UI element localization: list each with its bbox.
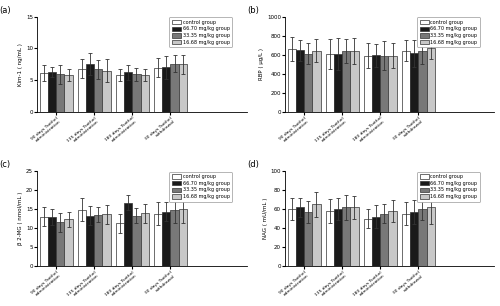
Bar bbox=[296, 50, 304, 112]
Bar bbox=[350, 207, 358, 266]
Bar bbox=[410, 53, 418, 112]
Bar bbox=[296, 207, 304, 266]
Bar bbox=[154, 214, 162, 266]
Bar bbox=[40, 217, 48, 266]
Bar bbox=[48, 73, 56, 112]
Bar bbox=[132, 74, 140, 112]
Bar bbox=[40, 73, 48, 112]
Bar bbox=[342, 51, 350, 112]
Bar bbox=[364, 218, 372, 266]
Bar bbox=[312, 204, 320, 266]
Bar bbox=[388, 211, 396, 266]
Bar bbox=[162, 212, 170, 266]
Bar bbox=[102, 214, 110, 266]
Bar bbox=[334, 209, 342, 266]
Text: (d): (d) bbox=[248, 160, 260, 169]
Y-axis label: β 2-MG ( nmol/mL ): β 2-MG ( nmol/mL ) bbox=[18, 192, 24, 245]
Bar bbox=[140, 213, 148, 266]
Bar bbox=[380, 56, 388, 112]
Legend: control group, 66.70 mg/kg group, 33.35 mg/kg group, 16.68 mg/kg group: control group, 66.70 mg/kg group, 33.35 … bbox=[418, 17, 480, 47]
Bar bbox=[94, 69, 102, 112]
Y-axis label: RBP ( μg/L ): RBP ( μg/L ) bbox=[259, 48, 264, 80]
Bar bbox=[418, 209, 426, 266]
Bar bbox=[154, 68, 162, 112]
Bar bbox=[56, 222, 64, 266]
Bar bbox=[326, 54, 334, 112]
Bar bbox=[304, 54, 312, 112]
Bar bbox=[78, 69, 86, 112]
Bar bbox=[162, 67, 170, 112]
Bar bbox=[388, 56, 396, 112]
Bar bbox=[102, 70, 110, 112]
Bar bbox=[312, 51, 320, 112]
Y-axis label: Kim-1 ( ng/mL ): Kim-1 ( ng/mL ) bbox=[18, 43, 24, 86]
Bar bbox=[372, 55, 380, 112]
Bar bbox=[178, 210, 186, 266]
Bar bbox=[64, 75, 72, 112]
Text: (a): (a) bbox=[0, 6, 11, 15]
Bar bbox=[350, 51, 358, 112]
Bar bbox=[116, 223, 124, 266]
Bar bbox=[304, 212, 312, 266]
Y-axis label: NAG ( mU/mL ): NAG ( mU/mL ) bbox=[262, 198, 268, 239]
Bar bbox=[342, 207, 350, 266]
Text: (b): (b) bbox=[248, 6, 260, 15]
Bar bbox=[64, 219, 72, 266]
Bar bbox=[334, 54, 342, 112]
Bar bbox=[418, 51, 426, 112]
Bar bbox=[410, 212, 418, 266]
Bar bbox=[140, 75, 148, 112]
Bar bbox=[288, 49, 296, 112]
Bar bbox=[48, 217, 56, 266]
Bar bbox=[56, 74, 64, 112]
Bar bbox=[124, 203, 132, 266]
Bar bbox=[288, 209, 296, 266]
Bar bbox=[86, 216, 94, 266]
Bar bbox=[170, 210, 178, 266]
Bar bbox=[372, 217, 380, 266]
Bar bbox=[116, 75, 124, 112]
Bar bbox=[178, 64, 186, 112]
Legend: control group, 66.70 mg/kg group, 33.35 mg/kg group, 16.68 mg/kg group: control group, 66.70 mg/kg group, 33.35 … bbox=[170, 172, 232, 202]
Bar bbox=[94, 215, 102, 266]
Bar bbox=[326, 211, 334, 266]
Bar bbox=[402, 51, 410, 112]
Bar bbox=[132, 215, 140, 266]
Bar bbox=[86, 64, 94, 112]
Bar bbox=[124, 73, 132, 112]
Bar bbox=[78, 210, 86, 266]
Bar bbox=[426, 48, 434, 112]
Bar bbox=[170, 64, 178, 112]
Bar bbox=[364, 56, 372, 112]
Legend: control group, 66.70 mg/kg group, 33.35 mg/kg group, 16.68 mg/kg group: control group, 66.70 mg/kg group, 33.35 … bbox=[418, 172, 480, 202]
Bar bbox=[402, 214, 410, 266]
Legend: control group, 66.70 mg/kg group, 33.35 mg/kg group, 16.68 mg/kg group: control group, 66.70 mg/kg group, 33.35 … bbox=[170, 17, 232, 47]
Text: (c): (c) bbox=[0, 160, 10, 169]
Bar bbox=[380, 214, 388, 266]
Bar bbox=[426, 207, 434, 266]
